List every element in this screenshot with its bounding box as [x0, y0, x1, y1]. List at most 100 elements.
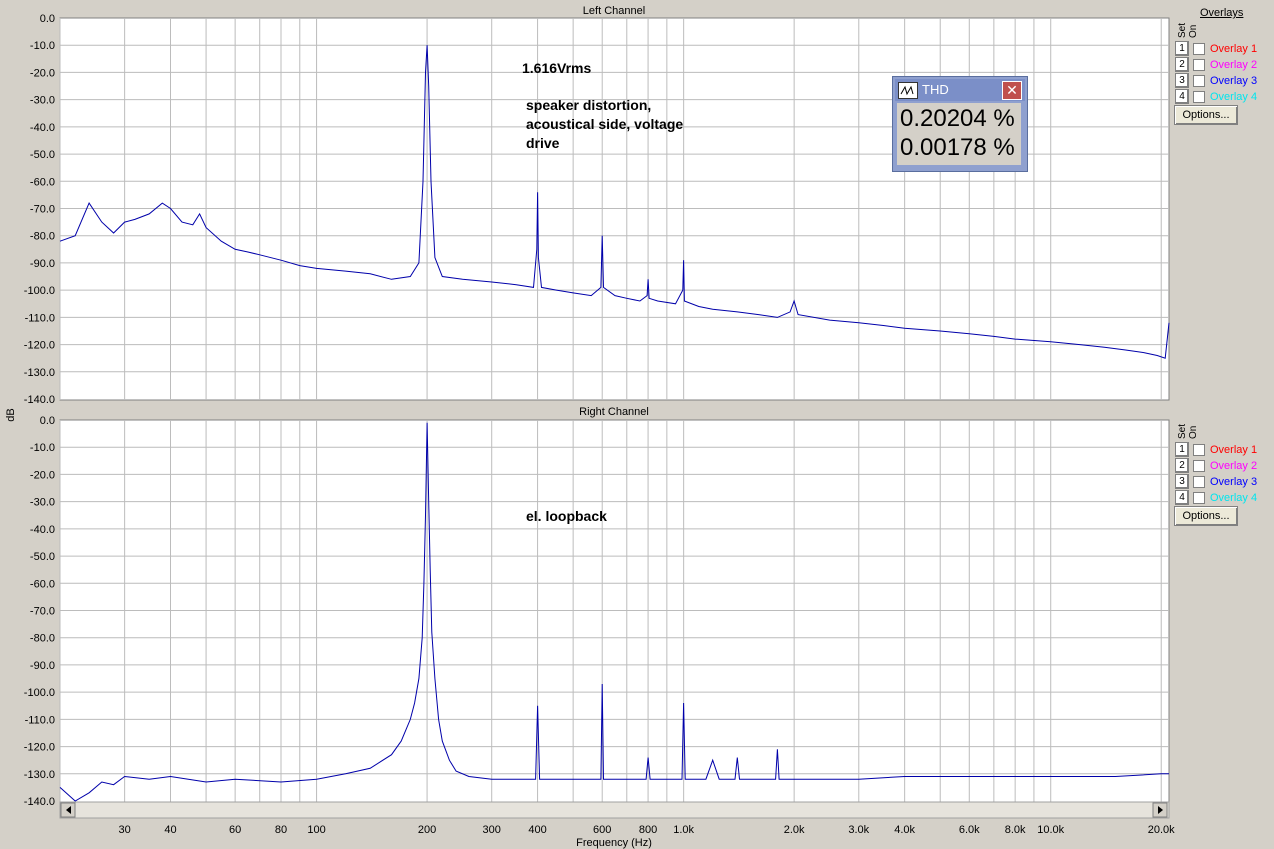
thd-close-button[interactable]: ✕ [1002, 81, 1022, 100]
y-tick-label: -70.0 [30, 606, 55, 618]
x-tick-label: 6.0k [959, 824, 980, 836]
options-button[interactable]: Options... [1174, 506, 1238, 526]
y-tick-label: 0.0 [40, 13, 55, 25]
x-tick-label: 20.0k [1148, 824, 1175, 836]
thd-waveform-icon [898, 82, 918, 99]
overlay-checkbox-3[interactable] [1193, 74, 1205, 87]
x-tick-label: 30 [119, 824, 131, 836]
x-tick-label: 100 [307, 824, 325, 836]
overlay-checkbox-1[interactable] [1193, 42, 1205, 55]
left-channel-panel: Left Channel 0.0 -10.0 -20.0 -30.0 -40.0 -50.… [24, 3, 1170, 406]
y-unit-label: dB [5, 408, 17, 421]
overlay-checkbox-4[interactable] [1193, 491, 1205, 504]
y-tick-label: -50.0 [30, 551, 55, 563]
overlay-set-button-4[interactable]: 4 [1175, 89, 1189, 104]
y-tick-label: -100.0 [24, 285, 55, 297]
overlay-set-button-2[interactable]: 2 [1175, 458, 1189, 473]
x-tick-label: 10.0k [1037, 824, 1064, 836]
x-tick-label: 60 [229, 824, 241, 836]
x-axis: 30 40 60 80 100 200 300 400 600 800 1.0k 2.0k 3.0k 4.… [119, 824, 1176, 836]
y-tick-label: -30.0 [30, 95, 55, 107]
y-tick-label: -10.0 [30, 442, 55, 454]
y-tick-label: -110.0 [25, 714, 55, 726]
right-overlay-panel: Set On 1 Overlay 1 2 Overlay 2 3 Overlay 3 … [1173, 407, 1273, 527]
overlay-row-2[interactable]: 2 Overlay 2 [1175, 458, 1257, 473]
overlay-row-2[interactable]: 2 Overlay 2 [1175, 57, 1257, 72]
set-label: Set [1177, 423, 1188, 439]
x-tick-label: 200 [418, 824, 436, 836]
overlay-set-button-1[interactable]: 1 [1175, 442, 1189, 457]
x-tick-label: 400 [528, 824, 546, 836]
overlay-checkbox-2[interactable] [1193, 459, 1205, 472]
on-label: On [1188, 24, 1199, 38]
thd-title-bar[interactable]: THD ✕ [895, 79, 1025, 101]
options-button[interactable]: Options... [1174, 105, 1238, 125]
x-tick-label: 800 [639, 824, 657, 836]
x-tick-label: 80 [275, 824, 287, 836]
on-label: On [1188, 425, 1199, 439]
right-channel-title-bar [60, 404, 1169, 418]
y-tick-label: -110.0 [25, 312, 55, 324]
set-on-header: Set On [1176, 407, 1199, 439]
overlay-label-1: Overlay 1 [1210, 443, 1258, 456]
overlay-row-4[interactable]: 4 Overlay 4 [1175, 490, 1257, 505]
overlay-row-1[interactable]: 1 Overlay 1 [1175, 442, 1257, 457]
y-tick-label: -20.0 [30, 469, 55, 481]
x-tick-label: 3.0k [848, 824, 869, 836]
overlay-set-button-2[interactable]: 2 [1175, 57, 1189, 72]
overlay-set-button-3[interactable]: 3 [1175, 73, 1189, 88]
thd-value-left: 0.20204 % [900, 105, 1015, 132]
y-tick-label: 0.0 [40, 415, 55, 427]
overlay-label-4: Overlay 4 [1210, 491, 1258, 504]
y-tick-label: -120.0 [24, 340, 55, 352]
y-tick-label: -20.0 [30, 67, 55, 79]
overlay-label-4: Overlay 4 [1210, 90, 1258, 103]
x-tick-label: 40 [164, 824, 176, 836]
y-tick-label: -100.0 [24, 687, 55, 699]
y-tick-label: -50.0 [30, 149, 55, 161]
overlay-set-button-3[interactable]: 3 [1175, 474, 1189, 489]
scroll-right-arrow-icon [1158, 806, 1163, 814]
overlay-label-3: Overlay 3 [1210, 475, 1258, 488]
left-channel-title: Left Channel [583, 5, 645, 17]
scrollbar-track[interactable] [59, 801, 1170, 819]
y-tick-label: -130.0 [24, 769, 55, 781]
thd-title: THD [922, 82, 949, 97]
overlay-checkbox-3[interactable] [1193, 475, 1205, 488]
x-axis-title: Frequency (Hz) [576, 837, 652, 849]
overlay-checkbox-4[interactable] [1193, 90, 1205, 103]
right-channel-panel: Right Channel 0.0 -10.0 -20.0 -30.0 -40.0 -50… [24, 404, 1170, 808]
overlay-row-3[interactable]: 3 Overlay 3 [1175, 73, 1257, 88]
right-note: el. loopback [526, 508, 607, 524]
scroll-left-arrow-icon [66, 806, 71, 814]
overlay-row-1[interactable]: 1 Overlay 1 [1175, 41, 1257, 56]
y-tick-label: -130.0 [24, 367, 55, 379]
overlay-checkbox-1[interactable] [1193, 443, 1205, 456]
y-tick-label: -90.0 [30, 258, 55, 270]
left-level-annotation: 1.616Vrms [522, 60, 592, 76]
overlays-title[interactable]: Overlays [1200, 7, 1244, 19]
overlay-row-4[interactable]: 4 Overlay 4 [1175, 89, 1257, 104]
left-note-line2: acoustical side, voltage [526, 116, 684, 132]
y-tick-label: -70.0 [30, 204, 55, 216]
x-tick-label: 8.0k [1005, 824, 1026, 836]
overlay-set-button-4[interactable]: 4 [1175, 490, 1189, 505]
set-label: Set [1177, 22, 1188, 38]
overlay-checkbox-2[interactable] [1193, 58, 1205, 71]
set-on-header: Set On [1176, 6, 1199, 38]
left-note-line3: drive [526, 135, 560, 151]
overlay-row-3[interactable]: 3 Overlay 3 [1175, 474, 1257, 489]
y-tick-label: -80.0 [30, 231, 55, 243]
y-tick-label: -80.0 [30, 633, 55, 645]
x-tick-label: 300 [483, 824, 501, 836]
overlay-label-2: Overlay 2 [1210, 58, 1258, 71]
y-tick-label: -60.0 [30, 176, 55, 188]
left-note-line1: speaker distortion, [526, 97, 652, 113]
thd-value-right: 0.00178 % [900, 134, 1015, 161]
thd-window[interactable]: THD ✕ 0.20204 % 0.00178 % [892, 76, 1028, 172]
overlay-label-2: Overlay 2 [1210, 459, 1258, 472]
overlay-set-button-1[interactable]: 1 [1175, 41, 1189, 56]
horizontal-scrollbar[interactable] [59, 801, 1170, 819]
thd-values: 0.20204 % 0.00178 % [897, 103, 1021, 165]
y-tick-label: -60.0 [30, 578, 55, 590]
